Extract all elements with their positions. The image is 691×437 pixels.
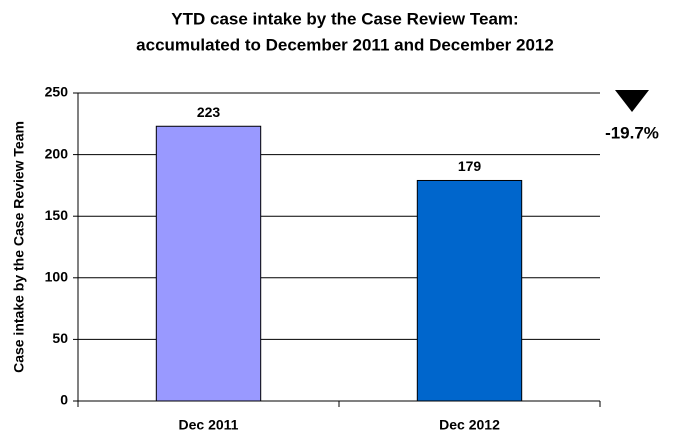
y-tick-label: 0 [60, 392, 68, 408]
y-tick-label: 200 [45, 145, 69, 161]
y-tick-label: 150 [45, 207, 69, 223]
chart-title: accumulated to December 2011 and Decembe… [136, 35, 554, 54]
chart-title: YTD case intake by the Case Review Team: [171, 9, 518, 28]
bar [416, 179, 523, 402]
annotation: -19.7% [605, 123, 659, 142]
y-tick-label: 100 [45, 269, 69, 285]
down-arrow [615, 90, 649, 112]
x-tick-label: Dec 2012 [439, 417, 500, 433]
value-label: 179 [458, 158, 482, 174]
value-label: 223 [197, 104, 221, 120]
y-tick-label: 50 [52, 330, 68, 346]
y-axis-label: Case intake by the Case Review Team [11, 121, 27, 373]
x-tick-label: Dec 2011 [179, 417, 239, 433]
bar [155, 125, 262, 402]
y-tick-label: 250 [45, 84, 69, 100]
